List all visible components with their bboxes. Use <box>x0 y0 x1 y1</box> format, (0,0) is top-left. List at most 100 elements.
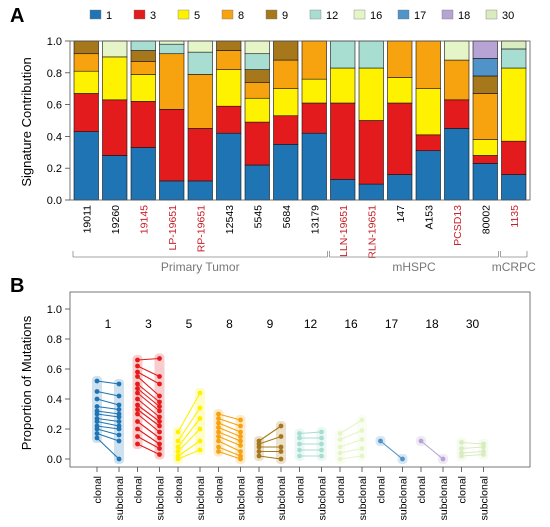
pair-line <box>218 422 241 433</box>
panel-b-y-tick-label: 0.2 <box>47 424 62 436</box>
pair-line <box>137 392 160 412</box>
pair-line <box>177 428 201 452</box>
bar-segment-RLN-19651-sig-5 <box>358 67 384 121</box>
x-tick-label-RLN-19651: RLN-19651 <box>366 205 378 259</box>
clonal-point <box>297 453 302 459</box>
subclonal-point <box>359 453 365 459</box>
subclonal-point <box>197 447 203 453</box>
legend-label-5: 5 <box>194 10 200 22</box>
x-tick-label-5684: 5684 <box>281 205 293 229</box>
x-tick-label-80002: 80002 <box>480 205 492 234</box>
bar-segment-13179-sig-1 <box>301 132 327 201</box>
panel-b-y-tick-label: 1.0 <box>47 304 62 316</box>
pair-line <box>218 446 241 457</box>
x-tick-label-19011: 19011 <box>81 205 93 234</box>
pair-line <box>137 388 160 407</box>
bar-segment-19145-sig-9 <box>130 50 156 62</box>
legend-swatch-30 <box>485 9 498 20</box>
legend-swatch-18 <box>441 9 454 20</box>
subclonal-point <box>278 444 284 450</box>
clonal-point <box>297 447 302 453</box>
subclonal-point <box>116 419 122 424</box>
pair-line <box>96 413 120 418</box>
pair-line <box>137 413 160 433</box>
subclonal-point <box>278 423 284 429</box>
legend-swatch-8 <box>221 9 234 20</box>
bar-segment-PCSD13-sig-8 <box>444 59 470 101</box>
panel-b-y-axis: 0.0 0.2 0.4 0.6 0.8 1.0 <box>47 304 70 466</box>
signature-number-label: 30 <box>466 317 480 331</box>
panel-a-y-tick-label: 0.0 <box>47 195 62 207</box>
pair-line <box>461 441 484 445</box>
clonal-point <box>297 431 302 436</box>
signature-group-1: 1 <box>92 317 124 464</box>
bar-segment-LP-19651-sig-8 <box>159 53 185 110</box>
pair-line <box>218 417 241 427</box>
clonal-point <box>135 363 140 369</box>
clonal-point <box>378 438 383 444</box>
subclonal-point <box>157 435 162 441</box>
subclonal-point <box>157 408 162 414</box>
panel-a-letter: A <box>10 5 24 27</box>
subclonal-point <box>359 417 365 423</box>
subclonal-point <box>319 429 324 435</box>
legend-swatch-17 <box>397 9 410 20</box>
bar-segment-12543-sig-9 <box>216 40 242 51</box>
clonal-label: clonal <box>133 476 145 503</box>
clonal-point <box>94 435 100 441</box>
clonal-point <box>216 444 221 450</box>
bar-segment-19260-sig-3 <box>102 99 128 156</box>
bar-segment-PCSD13-sig-1 <box>444 128 470 201</box>
pair-line <box>137 371 160 385</box>
legend-label-1: 1 <box>106 10 112 22</box>
signature-number-label: 1 <box>105 317 112 331</box>
bar-segment-5684-sig-5 <box>273 88 299 117</box>
bar-segment-147-sig-8 <box>387 40 413 78</box>
signature-group-8: 8 <box>213 317 246 464</box>
bar-segment-LLN-19651-sig-5 <box>330 67 356 104</box>
clonal-point <box>459 453 464 459</box>
pair-line <box>137 357 160 361</box>
pair-line <box>177 449 201 460</box>
panel-a-y-tick-label: 0.4 <box>47 131 62 143</box>
panel-a-frame <box>69 40 531 201</box>
pair-line <box>96 432 120 442</box>
subclonal-point <box>319 453 324 459</box>
pair-line <box>137 383 160 403</box>
subclonal-label: subclonal <box>195 476 207 520</box>
subclonal-label: subclonal <box>155 476 167 520</box>
bar-segment-RP-19651-sig-16 <box>187 40 213 53</box>
subclonal-point <box>278 434 284 439</box>
pair-line <box>218 450 241 460</box>
pair-line <box>96 437 120 460</box>
clonal-point <box>459 446 464 451</box>
subclonal-point <box>157 414 162 420</box>
bar-segment-5545-sig-9 <box>244 69 270 83</box>
clonal-point <box>337 431 343 436</box>
pair-line <box>258 455 282 460</box>
subclonal-point <box>116 426 122 432</box>
pair-line <box>380 440 403 460</box>
clonal-point <box>175 444 181 450</box>
subclonal-point <box>278 449 284 454</box>
pair-line <box>461 453 484 457</box>
panel-b-y-tick-label: 0.8 <box>47 334 62 346</box>
legend-label-17: 17 <box>414 10 426 22</box>
group-label: mHSPC <box>392 260 436 274</box>
clonal-point <box>135 396 140 402</box>
bar-segment-19260-sig-16 <box>102 40 128 58</box>
subclonal-point <box>238 429 243 435</box>
signature-group-3: 3 <box>132 317 165 460</box>
legend-label-30: 30 <box>502 10 514 22</box>
legend-swatch-12 <box>309 9 322 20</box>
clonal-point <box>256 444 262 450</box>
subclonal-point <box>157 423 162 429</box>
signature-number-label: 5 <box>186 317 193 331</box>
bar-segment-5545-sig-1 <box>244 164 270 201</box>
clonal-point <box>216 420 221 426</box>
subclonal-point <box>157 404 162 409</box>
subclonal-point <box>319 435 324 441</box>
subclonal-point <box>197 416 203 421</box>
panel-a-y-axis: 0.0 0.2 0.4 0.6 0.8 1.0 <box>47 36 70 207</box>
